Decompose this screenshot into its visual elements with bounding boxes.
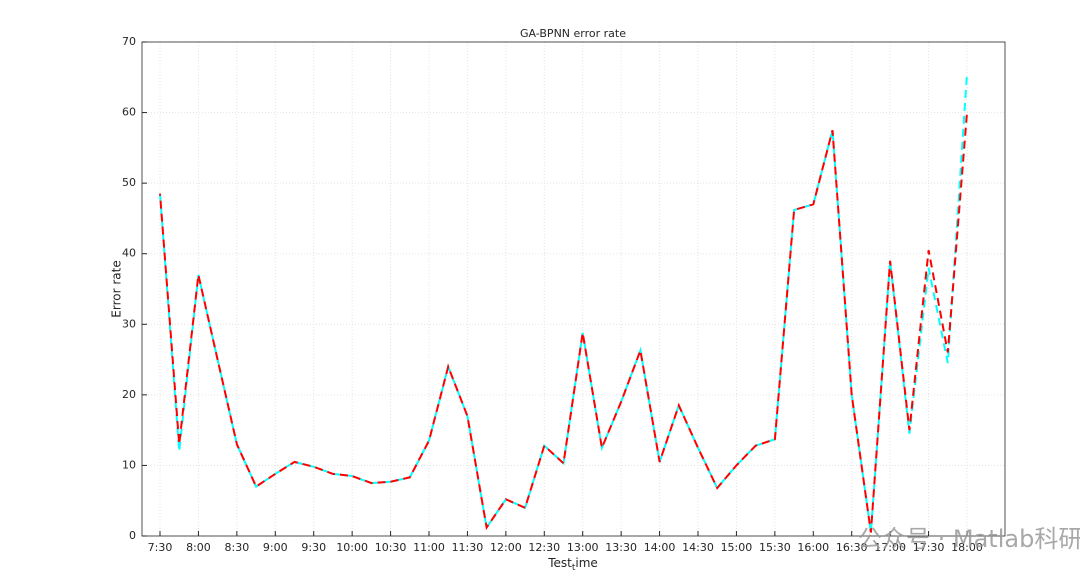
x-tick-label: 18:00: [951, 541, 983, 554]
x-tick-label: 8:00: [186, 541, 211, 554]
y-tick-label: 60: [122, 106, 136, 119]
watermark: 公众号 · Matlab科研助手: [858, 525, 1080, 553]
x-tick-label: 11:30: [452, 541, 484, 554]
y-tick-label: 70: [122, 35, 136, 48]
x-tick-label: 17:00: [874, 541, 906, 554]
y-axis-label: Error rate: [110, 260, 124, 317]
x-label-part: ime: [575, 556, 597, 570]
x-tick-label: 11:00: [413, 541, 445, 554]
x-tick-label: 9:30: [301, 541, 326, 554]
x-tick-label: 13:30: [605, 541, 637, 554]
y-tick-label: 50: [122, 176, 136, 189]
x-label-sub: t: [572, 563, 576, 573]
x-tick-label: 12:00: [490, 541, 522, 554]
y-tick-label: 20: [122, 388, 136, 401]
x-tick-label: 8:30: [225, 541, 250, 554]
y-tick-label: 40: [122, 247, 136, 260]
x-tick-label: 10:00: [336, 541, 368, 554]
x-tick-label: 7:30: [148, 541, 173, 554]
x-label-part: Test: [547, 556, 572, 570]
data-line: [159, 73, 968, 533]
plot-frame: [141, 41, 1006, 537]
x-tick-label: 14:30: [682, 541, 714, 554]
y-tick-label: 0: [129, 529, 136, 542]
chart-title: GA-BPNN error rate: [520, 27, 626, 40]
y-tick-label: 10: [122, 458, 136, 471]
x-tick-label: 13:00: [567, 541, 599, 554]
x-tick-label: 16:30: [836, 541, 868, 554]
y-tick-label: 30: [122, 317, 136, 330]
x-tick-label: 12:30: [528, 541, 560, 554]
x-tick-label: 15:00: [721, 541, 753, 554]
x-tick-label: 10:30: [375, 541, 407, 554]
x-tick-label: 17:30: [913, 541, 945, 554]
x-tick-label: 9:00: [263, 541, 288, 554]
data-line: [159, 112, 968, 533]
x-tick-label: 14:00: [644, 541, 676, 554]
x-tick-label: 16:00: [797, 541, 829, 554]
x-tick-label: 15:30: [759, 541, 791, 554]
x-axis-label: Testtime: [547, 556, 598, 573]
